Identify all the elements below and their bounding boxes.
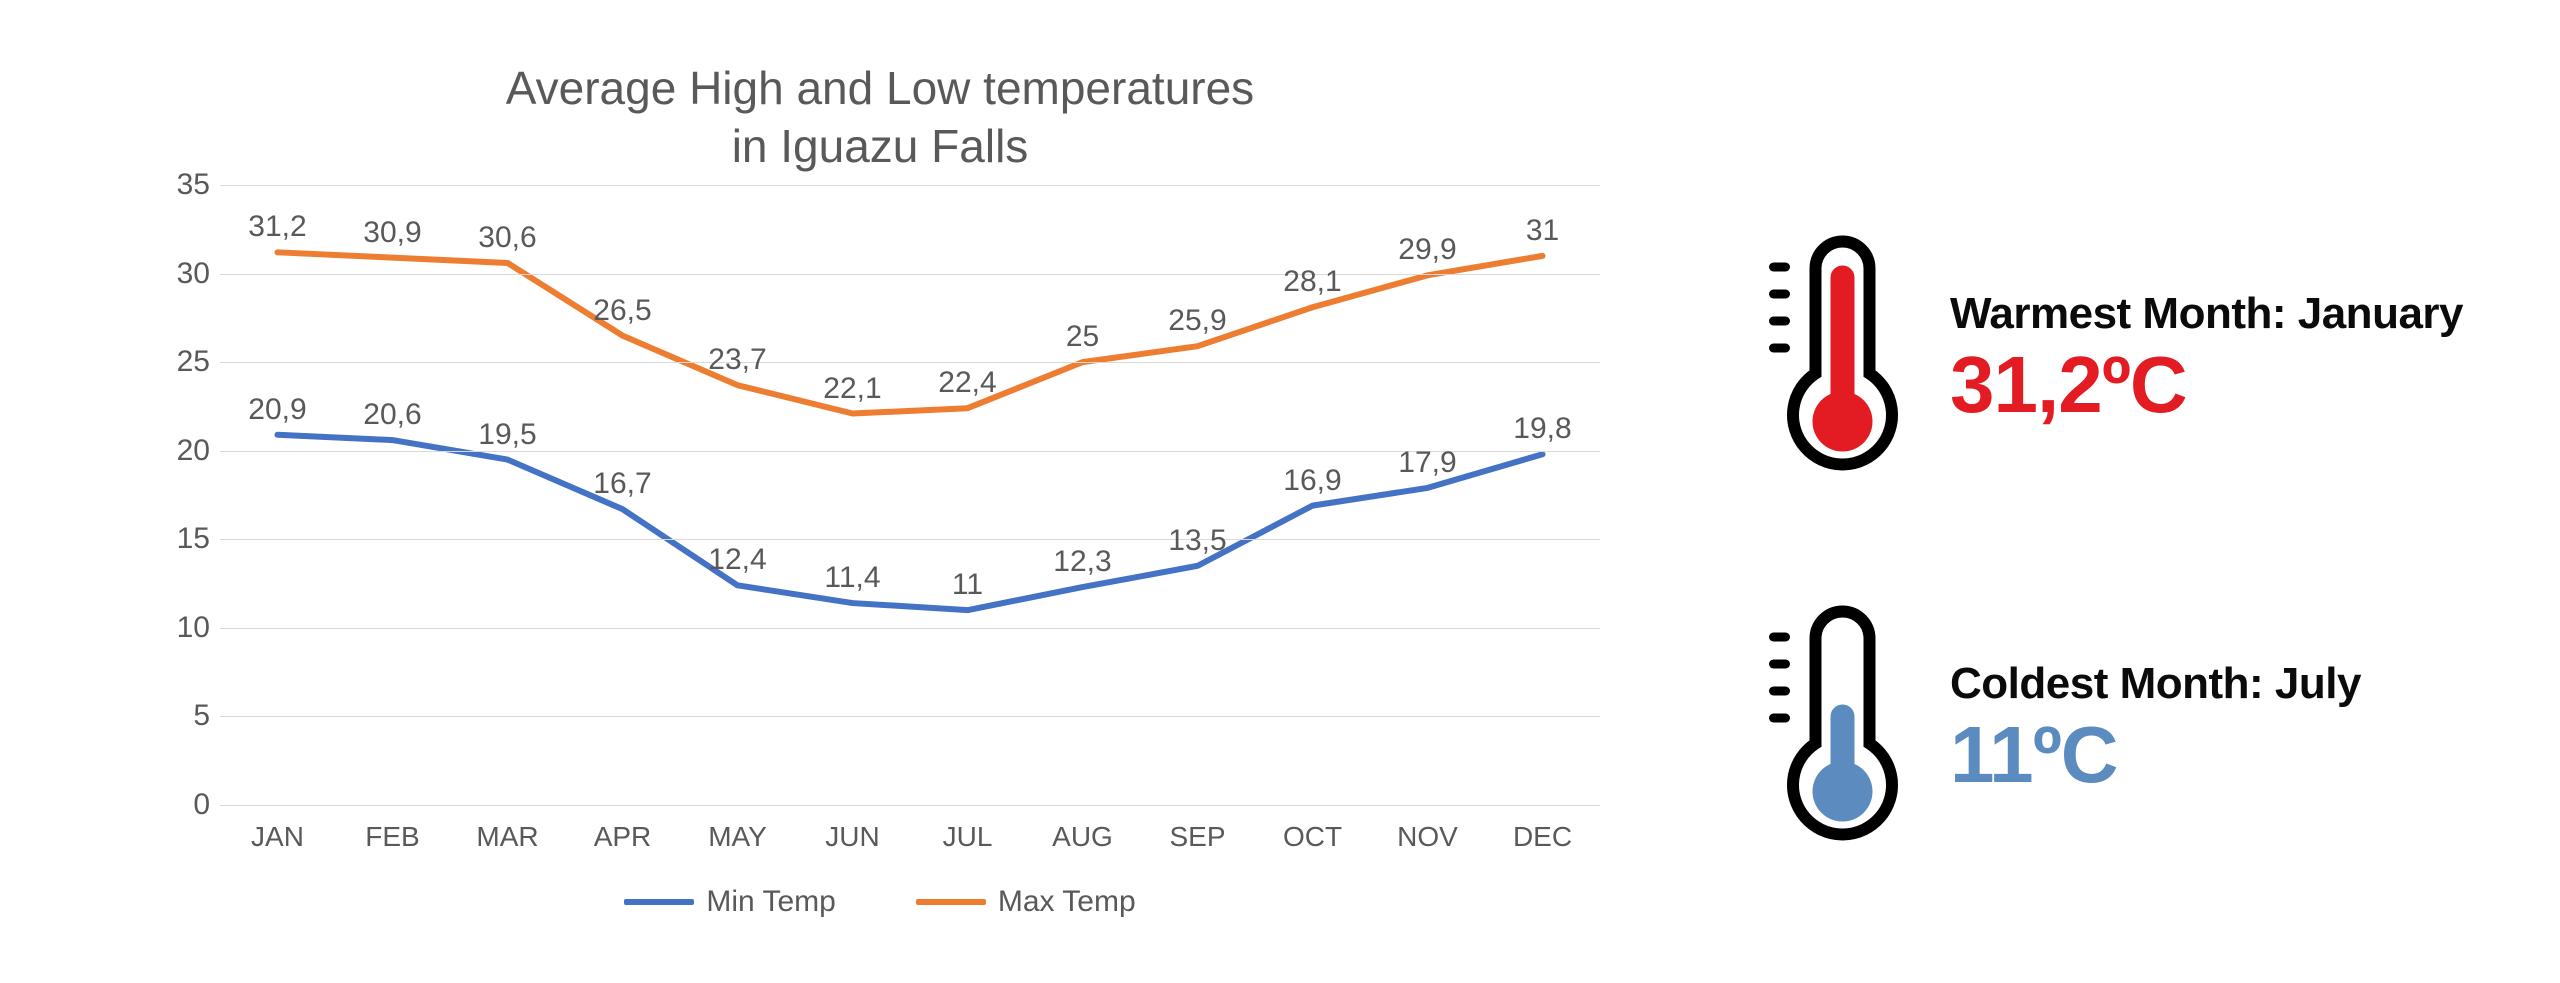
- x-tick-label: JUL: [918, 821, 1018, 853]
- y-tick-label: 25: [140, 345, 210, 379]
- y-tick-label: 20: [140, 434, 210, 468]
- gridline: [220, 362, 1600, 363]
- data-label: 23,7: [708, 343, 766, 377]
- data-label: 31: [1526, 214, 1559, 248]
- warm-value: 31,2ºC: [1950, 345, 2463, 425]
- thermometer-cold-icon: [1760, 597, 1910, 857]
- data-label: 16,9: [1283, 464, 1341, 498]
- data-label: 20,6: [363, 398, 421, 432]
- cold-label: Coldest Month: July: [1950, 659, 2361, 709]
- legend: Min Temp Max Temp: [140, 885, 1620, 919]
- chart-title-line1: Average High and Low temperatures: [506, 62, 1254, 114]
- warm-text: Warmest Month: January 31,2ºC: [1950, 289, 2463, 425]
- data-label: 12,3: [1053, 545, 1111, 579]
- data-label: 25: [1066, 320, 1099, 354]
- x-tick-label: MAR: [458, 821, 558, 853]
- x-tick-label: FEB: [343, 821, 443, 853]
- legend-label-min: Min Temp: [706, 885, 836, 919]
- gridline: [220, 628, 1600, 629]
- chart-title-line2: in Iguazu Falls: [732, 120, 1029, 172]
- x-tick-label: NOV: [1378, 821, 1478, 853]
- x-tick-label: APR: [573, 821, 673, 853]
- legend-swatch-max: [916, 899, 986, 905]
- data-label: 30,9: [363, 216, 421, 250]
- gridline: [220, 185, 1600, 186]
- x-tick-label: DEC: [1493, 821, 1593, 853]
- y-tick-label: 10: [140, 611, 210, 645]
- data-label: 28,1: [1283, 265, 1341, 299]
- data-label: 29,9: [1398, 233, 1456, 267]
- x-tick-label: MAY: [688, 821, 788, 853]
- data-label: 22,1: [823, 372, 881, 406]
- cold-value: 11ºC: [1950, 715, 2361, 795]
- series-line: [278, 435, 1543, 610]
- gridline: [220, 451, 1600, 452]
- y-tick-label: 5: [140, 699, 210, 733]
- warm-label: Warmest Month: January: [1950, 289, 2463, 339]
- cold-block: Coldest Month: July 11ºC: [1760, 597, 2480, 857]
- legend-item-max: Max Temp: [916, 885, 1136, 919]
- cold-text: Coldest Month: July 11ºC: [1950, 659, 2361, 795]
- x-tick-label: SEP: [1148, 821, 1248, 853]
- chart-title: Average High and Low temperatures in Igu…: [140, 60, 1620, 175]
- y-tick-label: 35: [140, 168, 210, 202]
- data-label: 31,2: [248, 210, 306, 244]
- gridline: [220, 274, 1600, 275]
- data-label: 19,8: [1513, 412, 1571, 446]
- data-label: 22,4: [938, 366, 996, 400]
- gridline: [220, 805, 1600, 806]
- main-container: Average High and Low temperatures in Igu…: [0, 0, 2560, 983]
- info-panel: Warmest Month: January 31,2ºC Coldest Mo…: [1660, 127, 2480, 857]
- x-tick-label: JUN: [803, 821, 903, 853]
- series-line: [278, 252, 1543, 413]
- data-label: 26,5: [593, 294, 651, 328]
- plot-area: 05101520253035JANFEBMARAPRMAYJUNJULAUGSE…: [140, 185, 1620, 805]
- data-label: 19,5: [478, 418, 536, 452]
- legend-item-min: Min Temp: [624, 885, 836, 919]
- x-tick-label: OCT: [1263, 821, 1363, 853]
- data-label: 16,7: [593, 467, 651, 501]
- data-label: 13,5: [1168, 524, 1226, 558]
- data-label: 25,9: [1168, 304, 1226, 338]
- data-label: 12,4: [708, 543, 766, 577]
- y-tick-label: 15: [140, 522, 210, 556]
- gridline: [220, 539, 1600, 540]
- data-label: 11,4: [824, 561, 880, 595]
- thermometer-hot-icon: [1760, 227, 1910, 487]
- chart-svg: [220, 185, 1600, 805]
- data-label: 30,6: [478, 221, 536, 255]
- legend-label-max: Max Temp: [998, 885, 1136, 919]
- data-label: 11: [952, 568, 983, 602]
- x-tick-label: AUG: [1033, 821, 1133, 853]
- data-label: 17,9: [1398, 446, 1456, 480]
- data-label: 20,9: [248, 393, 306, 427]
- x-tick-label: JAN: [228, 821, 328, 853]
- y-tick-label: 30: [140, 257, 210, 291]
- warm-block: Warmest Month: January 31,2ºC: [1760, 227, 2480, 487]
- chart-panel: Average High and Low temperatures in Igu…: [80, 40, 1660, 943]
- legend-swatch-min: [624, 899, 694, 905]
- y-tick-label: 0: [140, 788, 210, 822]
- gridline: [220, 716, 1600, 717]
